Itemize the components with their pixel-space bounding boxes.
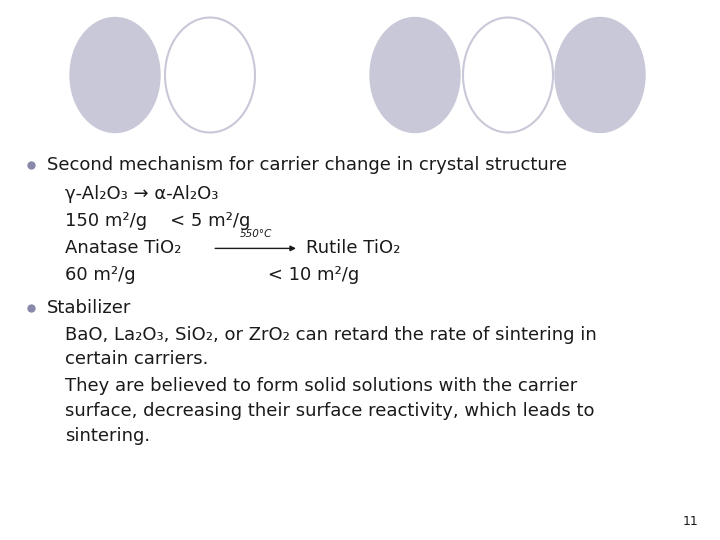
Text: surface, decreasing their surface reactivity, which leads to: surface, decreasing their surface reacti… — [65, 402, 594, 421]
Ellipse shape — [463, 17, 553, 132]
Text: γ-Al₂O₃ → α-Al₂O₃: γ-Al₂O₃ → α-Al₂O₃ — [65, 185, 218, 204]
Text: BaO, La₂O₃, SiO₂, or ZrO₂ can retard the rate of sintering in: BaO, La₂O₃, SiO₂, or ZrO₂ can retard the… — [65, 326, 597, 344]
Text: Second mechanism for carrier change in crystal structure: Second mechanism for carrier change in c… — [47, 156, 567, 174]
Ellipse shape — [370, 17, 460, 132]
Text: Rutile TiO₂: Rutile TiO₂ — [306, 239, 400, 258]
Text: certain carriers.: certain carriers. — [65, 350, 208, 368]
Text: 550°C: 550°C — [240, 228, 271, 239]
Ellipse shape — [165, 17, 255, 132]
Ellipse shape — [70, 17, 160, 132]
Text: 11: 11 — [683, 515, 698, 528]
Text: They are believed to form solid solutions with the carrier: They are believed to form solid solution… — [65, 377, 577, 395]
Text: 150 m²/g    < 5 m²/g: 150 m²/g < 5 m²/g — [65, 212, 250, 231]
Text: sintering.: sintering. — [65, 427, 150, 446]
Ellipse shape — [555, 17, 645, 132]
Text: Stabilizer: Stabilizer — [47, 299, 131, 317]
Text: Anatase TiO₂: Anatase TiO₂ — [65, 239, 181, 258]
Text: 60 m²/g                       < 10 m²/g: 60 m²/g < 10 m²/g — [65, 266, 359, 285]
